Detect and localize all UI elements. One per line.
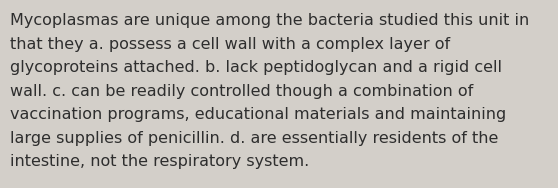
Text: wall. c. can be readily controlled though a combination of: wall. c. can be readily controlled thoug… (10, 84, 473, 99)
Text: vaccination programs, educational materials and maintaining: vaccination programs, educational materi… (10, 107, 506, 122)
Text: glycoproteins attached. b. lack peptidoglycan and a rigid cell: glycoproteins attached. b. lack peptidog… (10, 60, 502, 75)
Text: Mycoplasmas are unique among the bacteria studied this unit in: Mycoplasmas are unique among the bacteri… (10, 13, 530, 28)
Text: large supplies of penicillin. d. are essentially residents of the: large supplies of penicillin. d. are ess… (10, 131, 498, 146)
Text: that they a. possess a cell wall with a complex layer of: that they a. possess a cell wall with a … (10, 37, 450, 52)
Text: intestine, not the respiratory system.: intestine, not the respiratory system. (10, 154, 309, 169)
